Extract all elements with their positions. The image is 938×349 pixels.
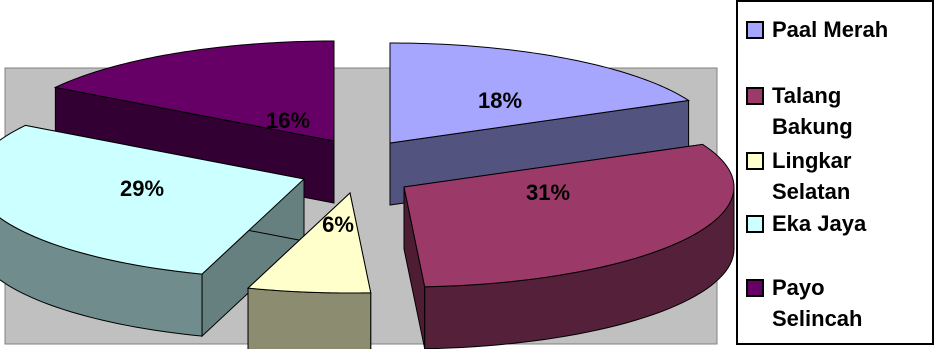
legend-label: Lingkar Selatan bbox=[772, 148, 852, 204]
data-label-lingkar-selatan: 6% bbox=[322, 212, 354, 237]
legend-swatch bbox=[746, 279, 764, 297]
legend-swatch bbox=[746, 215, 764, 233]
slice-top-face bbox=[0, 124, 306, 275]
legend-item-payo-selincah: Payo Selincah bbox=[746, 272, 862, 334]
data-label-payo-selincah: 16% bbox=[266, 108, 310, 133]
slice-outer-wall bbox=[247, 287, 372, 349]
legend-swatch bbox=[746, 21, 764, 39]
pie-slices bbox=[0, 40, 735, 349]
legend-item-talang-bakung: Talang Bakung bbox=[746, 80, 853, 142]
data-label-eka-jaya: 29% bbox=[120, 176, 164, 201]
legend-item-lingkar-selatan: Lingkar Selatan bbox=[746, 145, 851, 207]
pie-slice-eka-jaya bbox=[0, 124, 306, 338]
slice-top-face bbox=[403, 143, 735, 288]
slice-top-face bbox=[53, 40, 335, 142]
legend-label: Talang Bakung bbox=[772, 83, 853, 139]
data-label-paal-merah: 18% bbox=[478, 88, 522, 113]
pie-slice-lingkar-selatan bbox=[246, 191, 372, 349]
slice-top-face bbox=[389, 42, 691, 144]
slice-top-face bbox=[246, 192, 372, 294]
legend-swatch bbox=[746, 152, 764, 170]
chart-legend: Paal Merah Talang Bakung Lingkar Selatan… bbox=[736, 0, 934, 345]
legend-swatch bbox=[746, 87, 764, 105]
data-labels: 18% 31% 6% 29% 16% bbox=[120, 88, 570, 237]
data-label-talang-bakung: 31% bbox=[526, 180, 570, 205]
legend-label: Payo Selincah bbox=[772, 275, 863, 331]
legend-label: Paal Merah bbox=[772, 17, 889, 42]
legend-label: Eka Jaya bbox=[772, 211, 867, 236]
legend-item-eka-jaya: Eka Jaya bbox=[746, 208, 866, 239]
legend-item-paal-merah: Paal Merah bbox=[746, 14, 888, 45]
pie-slice-talang-bakung bbox=[403, 143, 735, 349]
